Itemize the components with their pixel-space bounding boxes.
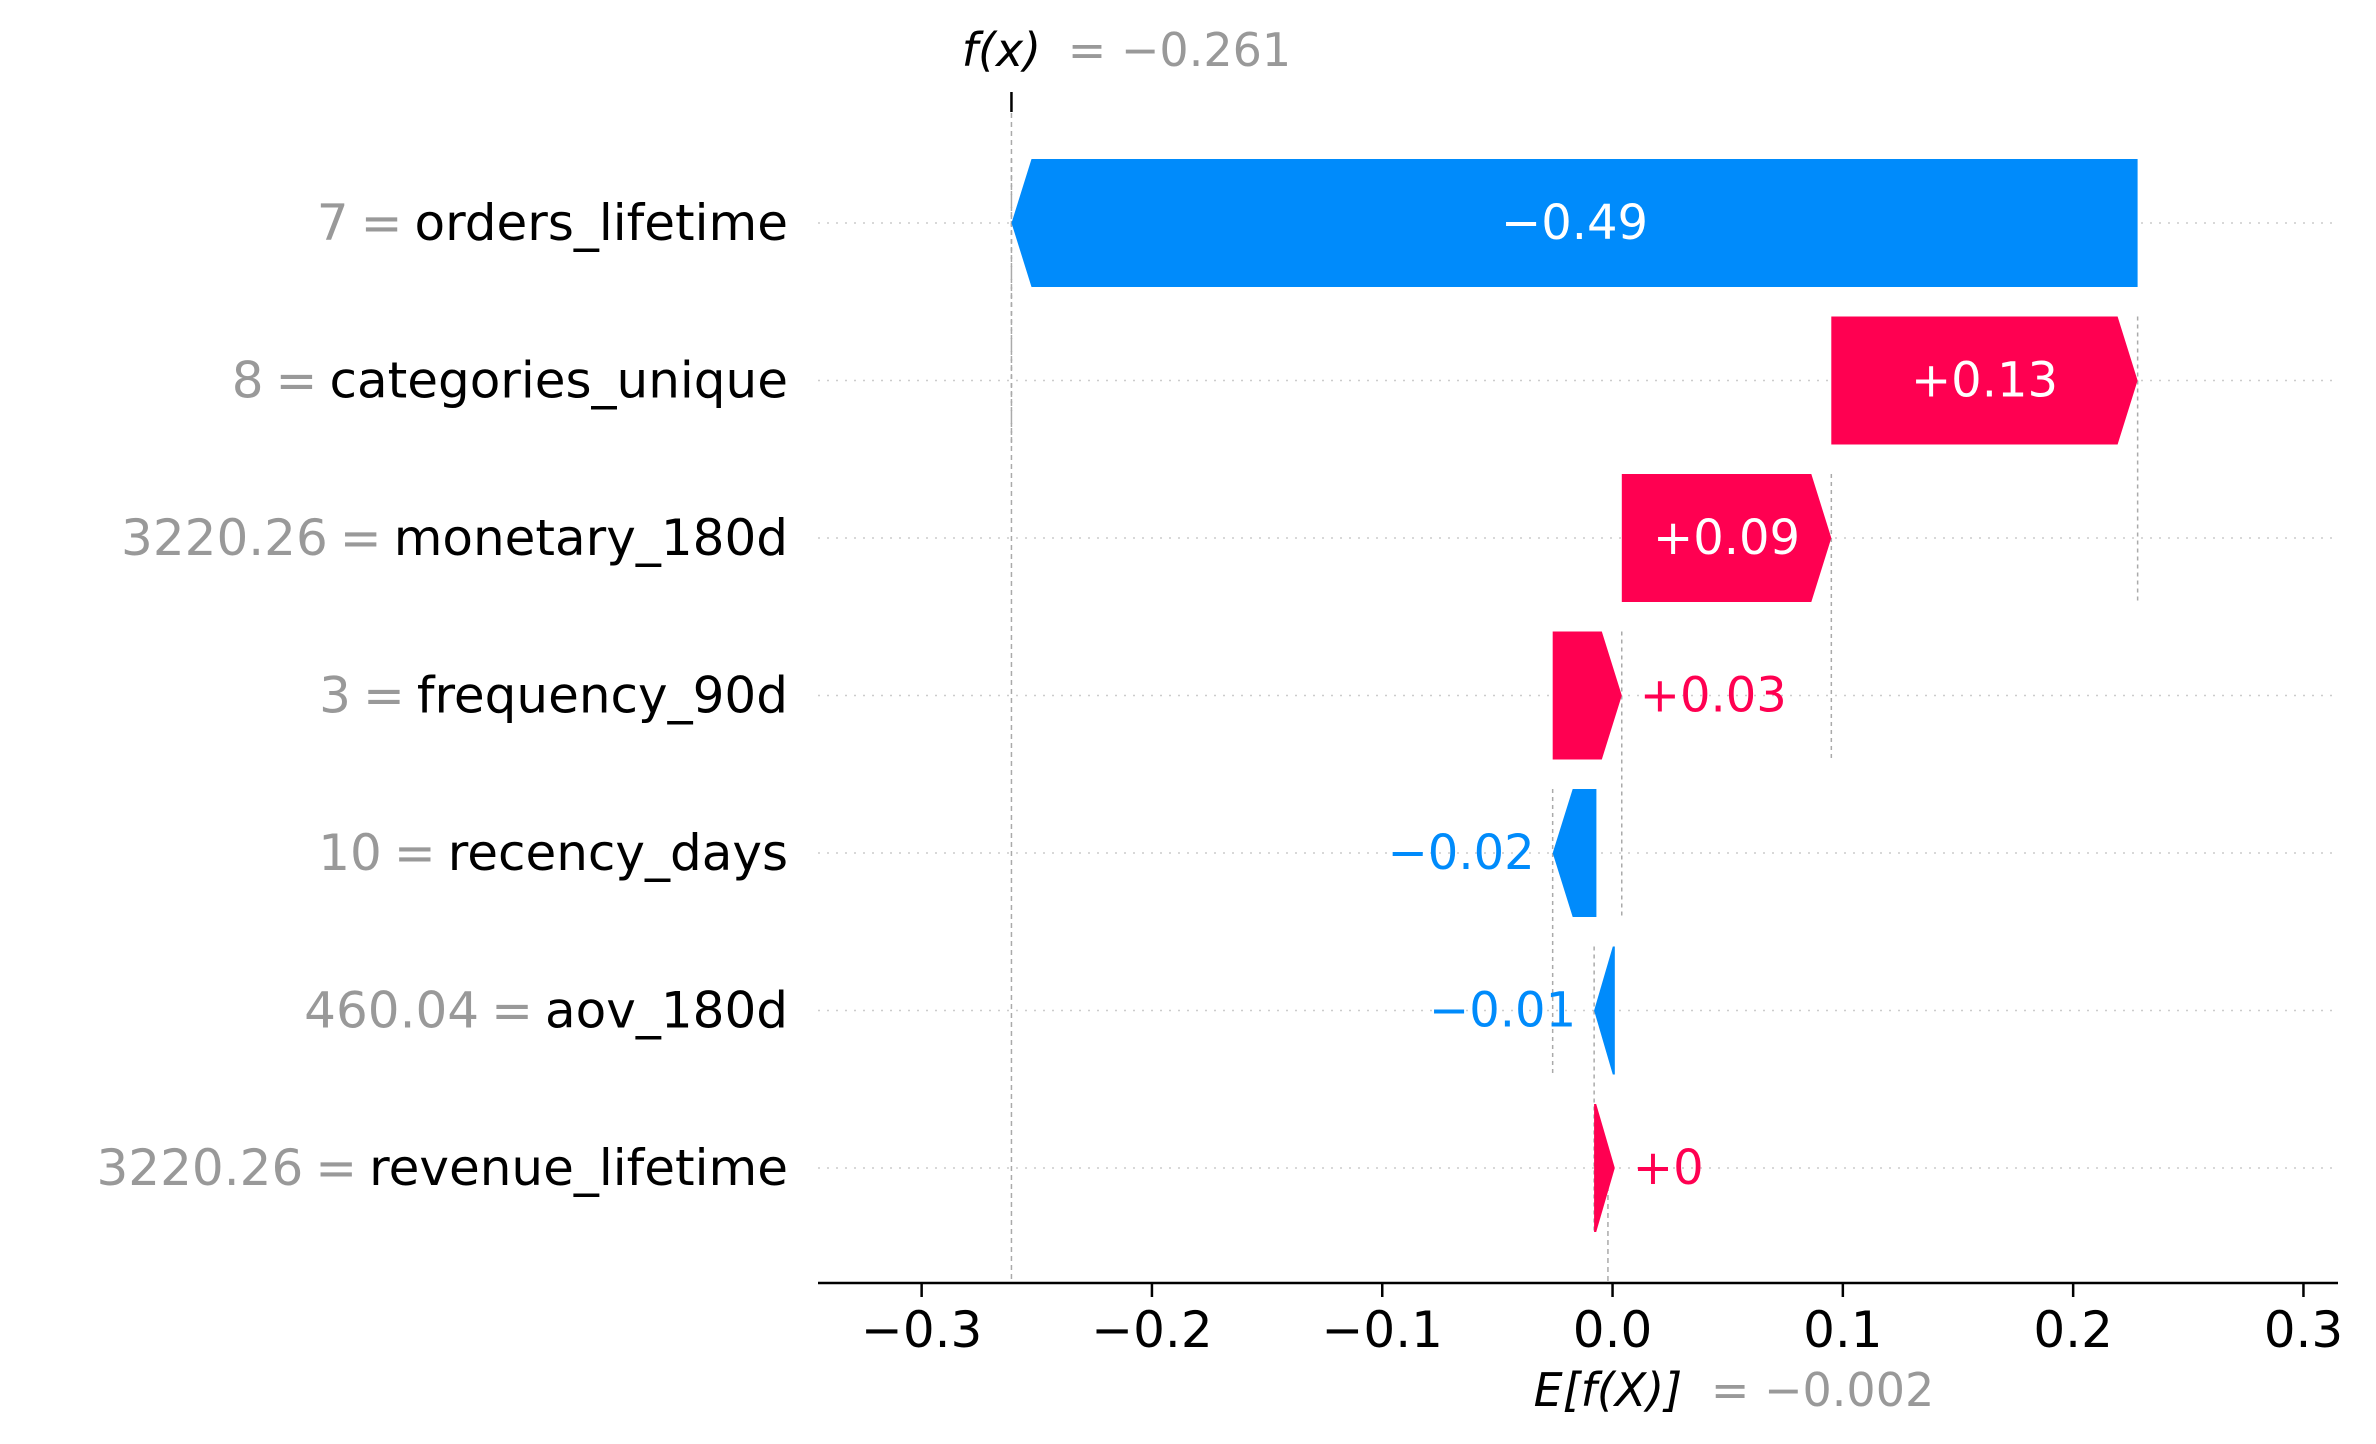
bar-value-label: +0.13 — [1911, 353, 2058, 409]
equals-sign: = — [361, 194, 403, 252]
feature-name: categories_unique — [329, 352, 788, 410]
equals-sign: = — [363, 667, 405, 725]
x-tick-label: 0.2 — [2033, 1301, 2113, 1359]
feature-label: 10 = recency_days — [318, 824, 788, 882]
feature-label: 3 = frequency_90d — [319, 667, 788, 725]
feature-name: orders_lifetime — [415, 194, 789, 252]
equals-sign: = — [491, 982, 533, 1040]
fx-value: = −0.261 — [1068, 23, 1291, 77]
feature-name: recency_days — [448, 824, 788, 882]
bars: −0.49 +0.13 +0.09 +0.03 −0.02 −0.01 +0 — [1011, 159, 2138, 1232]
bar-recency_days — [1552, 789, 1597, 917]
efx-label: E[f(X)] = −0.002 — [1534, 1363, 1935, 1417]
efx-prefix: E[f(X)] — [1534, 1363, 1683, 1417]
x-tick-label: −0.3 — [861, 1301, 982, 1359]
equals-sign: = — [276, 352, 318, 410]
feature-value: 10 — [318, 824, 382, 882]
x-tick-label: 0.3 — [2264, 1301, 2344, 1359]
equals-sign: = — [340, 509, 382, 567]
fx-prefix: f(x) — [962, 23, 1041, 77]
bar-frequency_90d — [1552, 631, 1622, 760]
x-tick-label: −0.2 — [1091, 1301, 1212, 1359]
feature-value: 460.04 — [304, 982, 479, 1040]
feature-name: revenue_lifetime — [369, 1139, 788, 1197]
feature-label: 460.04 = aov_180d — [304, 982, 788, 1040]
equals-sign: = — [394, 824, 436, 882]
x-tick-label: −0.1 — [1322, 1301, 1443, 1359]
feature-label: 8 = categories_unique — [232, 352, 788, 410]
feature-value: 8 — [232, 352, 264, 410]
feature-value: 3220.26 — [97, 1139, 304, 1197]
bar-aov_180d — [1594, 946, 1615, 1075]
feature-label: 3220.26 = revenue_lifetime — [97, 1139, 789, 1197]
x-tick-label: 0.1 — [1803, 1301, 1883, 1359]
bar-value-label: +0.09 — [1653, 510, 1800, 566]
feature-name: aov_180d — [545, 982, 788, 1040]
efx-value: = −0.002 — [1711, 1363, 1934, 1417]
bar-value-label: +0 — [1633, 1140, 1704, 1196]
bar-revenue_lifetime — [1594, 1104, 1615, 1232]
bar-value-label: −0.01 — [1429, 983, 1576, 1039]
feature-label: 3220.26 = monetary_180d — [121, 509, 788, 567]
feature-value: 3220.26 — [121, 509, 328, 567]
bar-monetary_180d — [1621, 474, 1832, 602]
bar-categories_unique — [1831, 316, 2138, 445]
bar-value-label: −0.49 — [1501, 195, 1648, 251]
bar-value-label: +0.03 — [1640, 668, 1787, 724]
x-tick-label: 0.0 — [1573, 1301, 1653, 1359]
bar-orders_lifetime — [1011, 159, 2138, 287]
fx-label: f(x) = −0.261 — [962, 23, 1291, 77]
x-axis: −0.3 −0.2 −0.1 0.0 0.1 0.2 0.3 — [818, 1281, 2344, 1359]
feature-name: frequency_90d — [417, 667, 788, 725]
feature-value: 7 — [317, 194, 349, 252]
equals-sign: = — [315, 1139, 357, 1197]
bar-value-label: −0.02 — [1388, 825, 1535, 881]
feature-label: 7 = orders_lifetime — [317, 194, 788, 252]
feature-value: 3 — [319, 667, 351, 725]
feature-name: monetary_180d — [394, 509, 788, 567]
